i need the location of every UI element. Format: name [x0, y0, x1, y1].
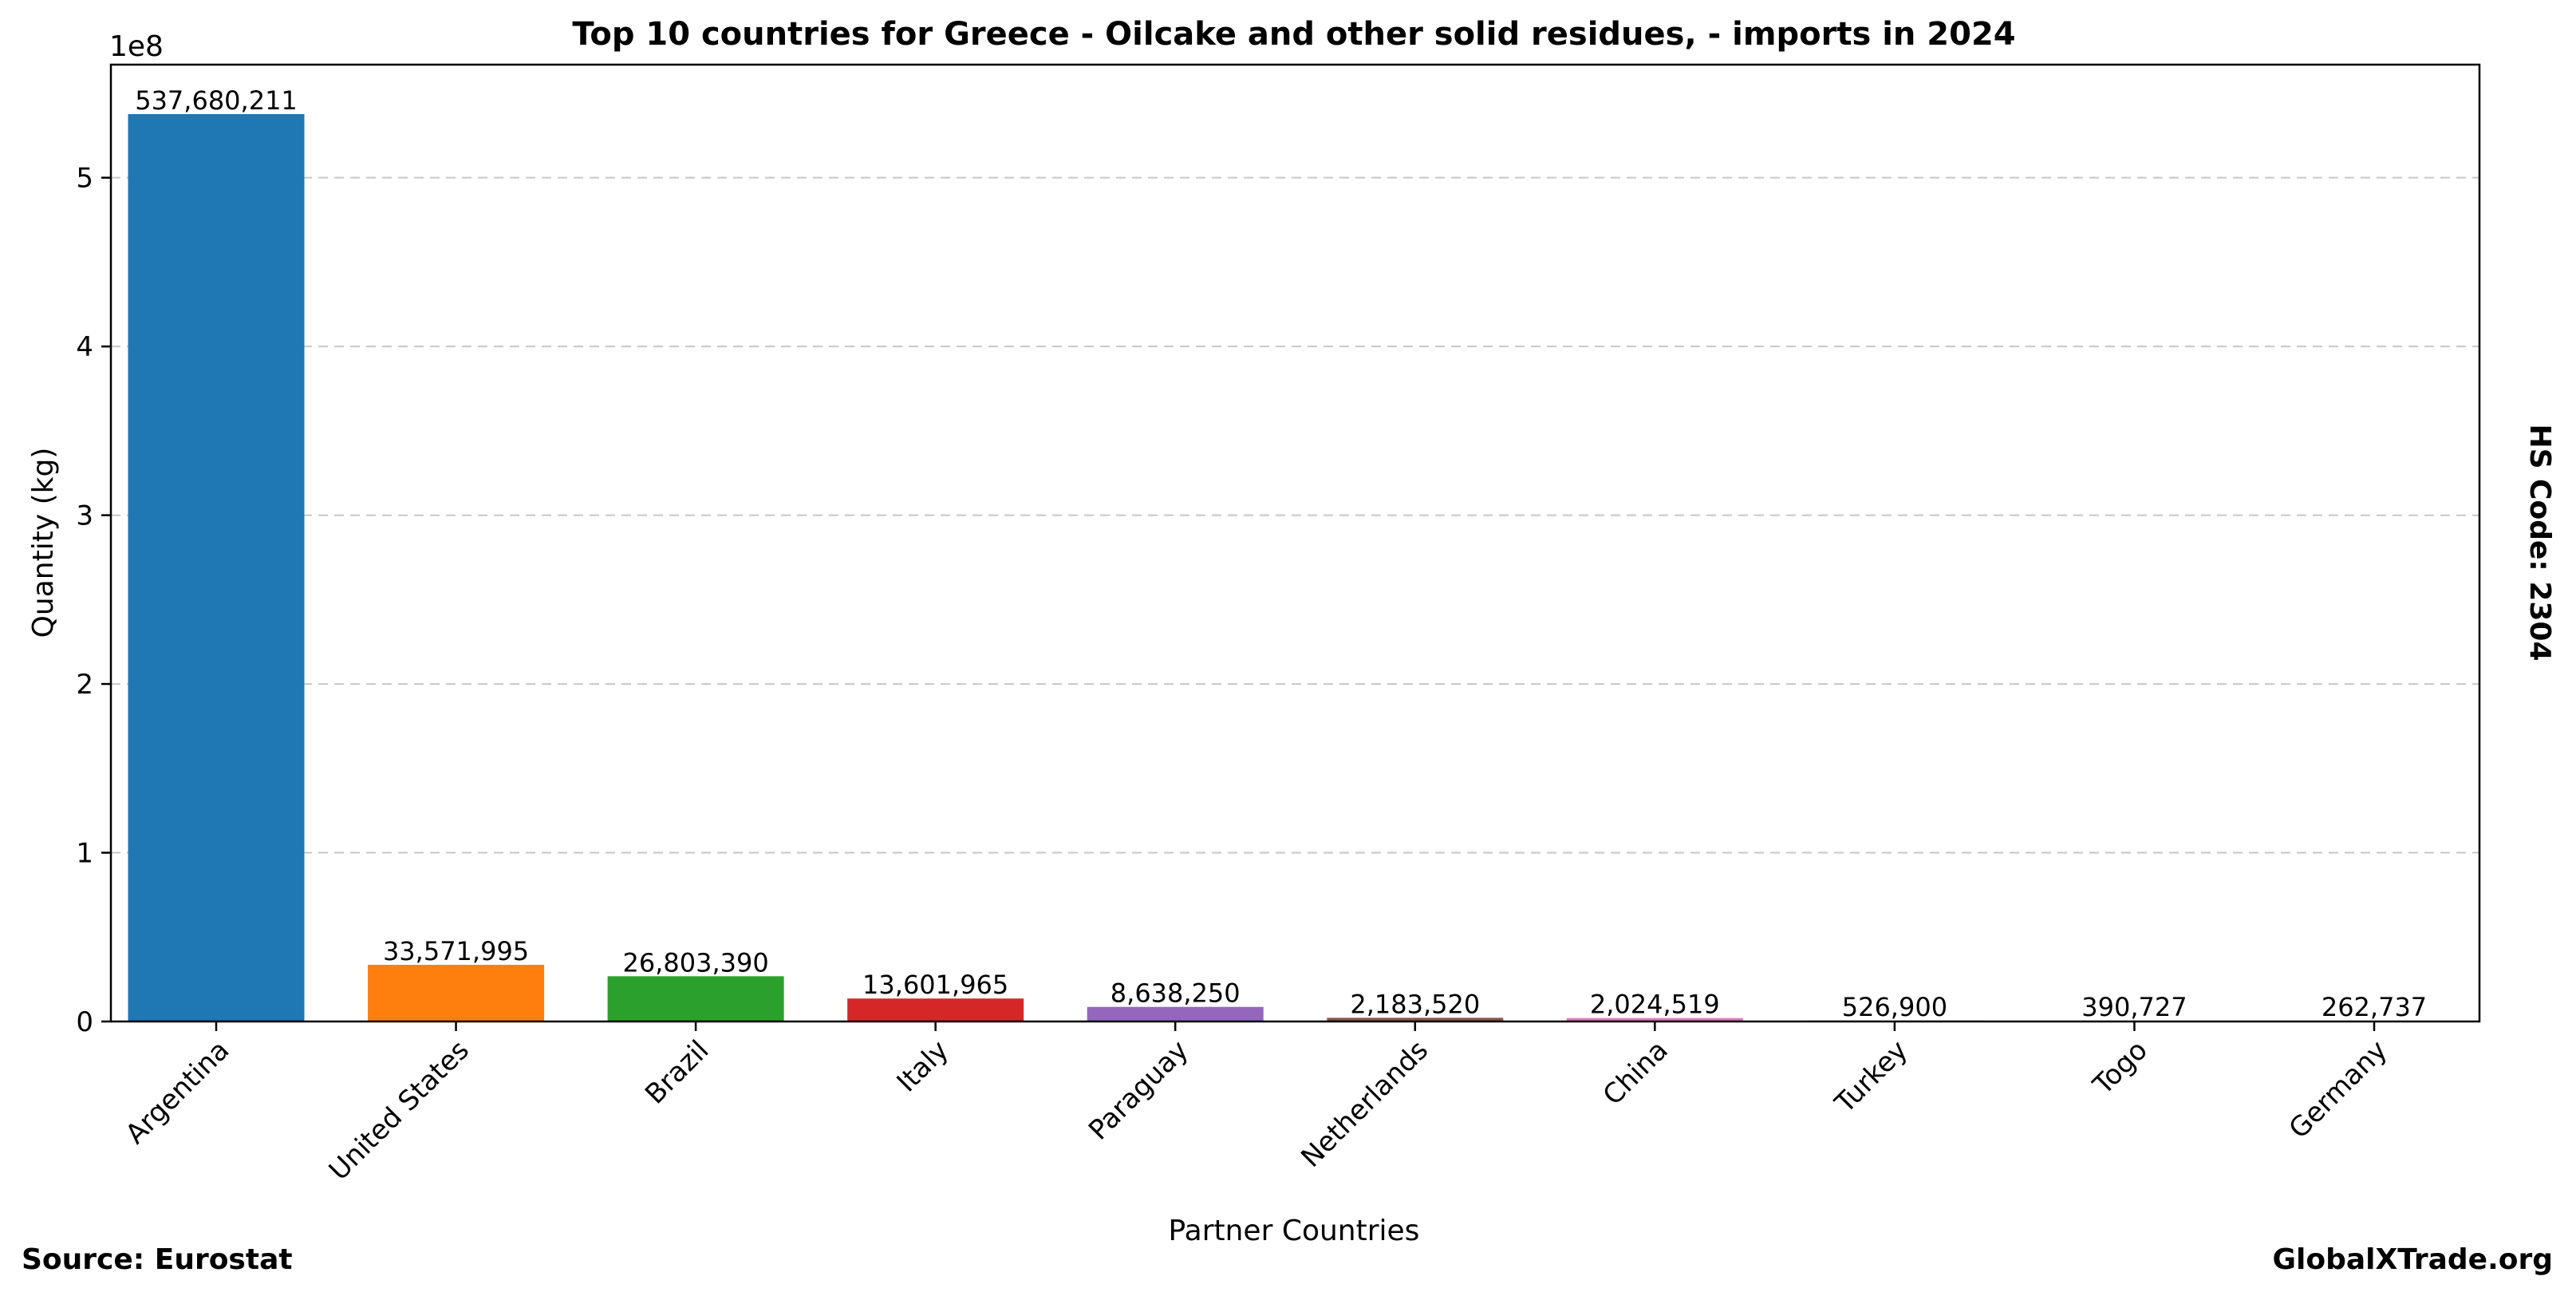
bar-value-label: 2,024,519	[1590, 990, 1720, 1020]
bar	[128, 114, 305, 1022]
bar	[368, 965, 545, 1021]
x-tick-label: Brazil	[639, 1034, 715, 1110]
y-axis-ticks: 0 1 2 3 4 5	[76, 163, 111, 1038]
x-tick-label: Togo	[2087, 1034, 2154, 1101]
y-axis-label: Quantity (kg)	[27, 448, 60, 638]
y-tick-label: 3	[76, 500, 93, 532]
hs-code-label: HS Code: 2304	[2523, 424, 2556, 661]
y-tick-label: 4	[76, 331, 93, 363]
brand-label: GlobalXTrade.org	[2272, 1243, 2553, 1276]
bar-value-label: 537,680,211	[135, 85, 298, 116]
bar-value-label: 2,183,520	[1350, 989, 1480, 1019]
grid	[111, 176, 2479, 854]
bar-value-label: 390,727	[2081, 992, 2187, 1022]
bar-value-label: 13,601,965	[862, 970, 1008, 1000]
bar	[1566, 1017, 1743, 1021]
bar-value-label: 33,571,995	[383, 936, 529, 966]
y-tick-label: 2	[76, 669, 93, 701]
x-axis-ticks: Argentina United States Brazil Italy Paragua…	[120, 1021, 2394, 1187]
y-scale-label: 1e8	[109, 30, 164, 63]
bar	[607, 976, 784, 1021]
x-tick-label: Paraguay	[1083, 1034, 1195, 1147]
y-tick-label: 5	[76, 163, 93, 195]
x-tick-label: Germany	[2283, 1034, 2394, 1145]
chart-title: Top 10 countries for Greece - Oilcake an…	[572, 16, 2015, 53]
x-tick-label: Argentina	[120, 1034, 236, 1151]
plot-frame	[109, 63, 2481, 1023]
bar	[1087, 1006, 1264, 1021]
bar	[1327, 1017, 1504, 1021]
x-tick-label: Turkey	[1828, 1034, 1914, 1120]
source-label: Source: Eurostat	[22, 1243, 293, 1276]
y-tick-label: 0	[76, 1006, 93, 1038]
x-tick-label: United States	[323, 1034, 475, 1187]
bar-value-label: 526,900	[1842, 992, 1947, 1022]
x-tick-label: Italy	[891, 1034, 955, 1098]
bar-value-label: 262,737	[2322, 992, 2427, 1022]
x-tick-label: China	[1597, 1034, 1675, 1112]
y-tick-label: 1	[76, 838, 93, 870]
bar-value-label: 26,803,390	[623, 947, 769, 978]
bar-value-label: 8,638,250	[1110, 978, 1241, 1009]
x-axis-label: Partner Countries	[1169, 1215, 1420, 1247]
x-tick-label: Netherlands	[1295, 1034, 1434, 1174]
value-labels: 537,680,211 33,571,995 26,803,390 13,601,96…	[135, 85, 2427, 1022]
bar	[847, 998, 1024, 1021]
bars	[128, 114, 2463, 1022]
